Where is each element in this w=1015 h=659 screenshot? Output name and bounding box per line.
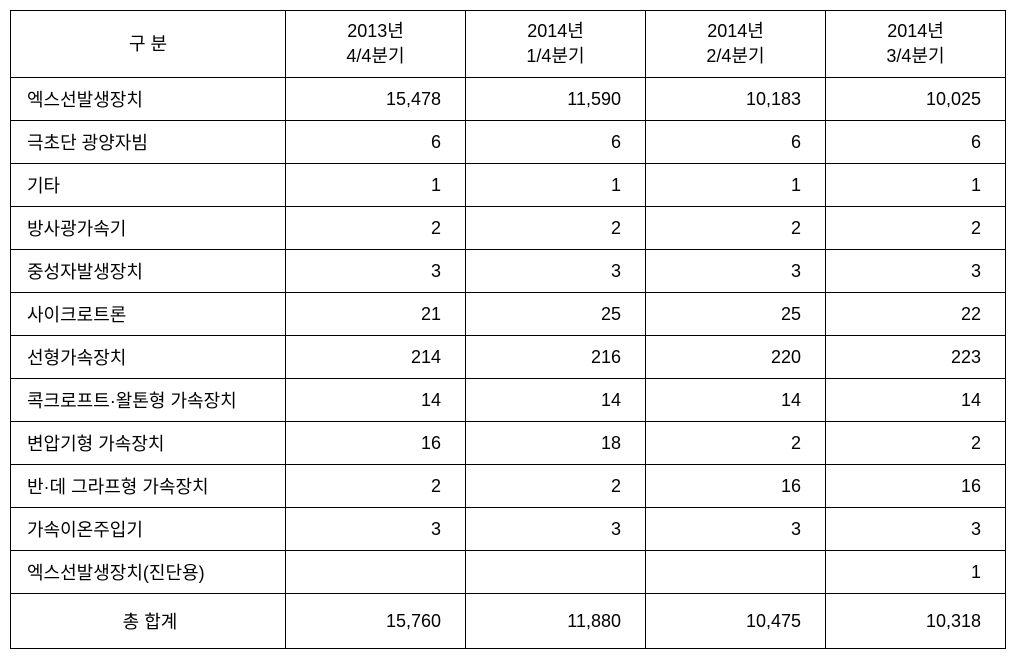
row-value: 14 [826,379,1006,422]
header-col-2: 2014년 1/4분기 [466,11,646,78]
header-text: 구 분 [23,32,273,57]
total-value: 10,475 [646,594,826,649]
row-value: 6 [646,121,826,164]
row-label: 중성자발생장치 [11,250,286,293]
table-row: 선형가속장치 214 216 220 223 [11,336,1006,379]
row-value: 6 [466,121,646,164]
table-row: 엑스선발생장치(진단용) 1 [11,551,1006,594]
header-row: 구 분 2013년 4/4분기 2014년 1/4분기 2014년 2/4분기 … [11,11,1006,78]
row-value: 6 [826,121,1006,164]
total-value: 11,880 [466,594,646,649]
row-value: 1 [826,551,1006,594]
row-value: 216 [466,336,646,379]
row-value [646,551,826,594]
header-text: 2014년 [838,19,993,44]
row-value: 15,478 [286,78,466,121]
row-value: 16 [286,422,466,465]
row-value: 1 [466,164,646,207]
row-value: 1 [286,164,466,207]
row-label: 변압기형 가속장치 [11,422,286,465]
row-value: 1 [646,164,826,207]
row-label: 기타 [11,164,286,207]
table-row: 기타 1 1 1 1 [11,164,1006,207]
row-value: 22 [826,293,1006,336]
row-value: 3 [826,250,1006,293]
row-value: 220 [646,336,826,379]
row-label: 선형가속장치 [11,336,286,379]
row-label: 방사광가속기 [11,207,286,250]
row-value: 2 [646,207,826,250]
row-label: 반·데 그라프형 가속장치 [11,465,286,508]
row-value: 14 [286,379,466,422]
row-label: 엑스선발생장치 [11,78,286,121]
row-value: 3 [646,250,826,293]
row-value: 3 [646,508,826,551]
row-label: 콕크로프트·왈톤형 가속장치 [11,379,286,422]
table-body: 엑스선발생장치 15,478 11,590 10,183 10,025 극초단 … [11,78,1006,649]
table-row: 극초단 광양자빔 6 6 6 6 [11,121,1006,164]
row-value: 2 [646,422,826,465]
header-col-1: 2013년 4/4분기 [286,11,466,78]
table-row: 엑스선발생장치 15,478 11,590 10,183 10,025 [11,78,1006,121]
row-value: 11,590 [466,78,646,121]
table-row: 변압기형 가속장치 16 18 2 2 [11,422,1006,465]
table-row: 반·데 그라프형 가속장치 2 2 16 16 [11,465,1006,508]
total-label: 총 합계 [11,594,286,649]
total-value: 10,318 [826,594,1006,649]
row-value: 3 [466,250,646,293]
row-value: 2 [286,465,466,508]
row-value: 3 [286,250,466,293]
row-value: 10,183 [646,78,826,121]
row-label: 극초단 광양자빔 [11,121,286,164]
header-text: 4/4분기 [298,44,453,69]
row-value: 3 [286,508,466,551]
row-value: 10,025 [826,78,1006,121]
row-value: 2 [826,422,1006,465]
header-text: 2/4분기 [658,44,813,69]
row-value: 2 [466,207,646,250]
row-value: 2 [826,207,1006,250]
row-label: 사이크로트론 [11,293,286,336]
row-value: 2 [466,465,646,508]
row-value: 3 [466,508,646,551]
header-text: 2013년 [298,19,453,44]
header-col-3: 2014년 2/4분기 [646,11,826,78]
row-value: 16 [646,465,826,508]
row-value: 21 [286,293,466,336]
row-value: 14 [646,379,826,422]
row-value: 6 [286,121,466,164]
row-value: 25 [466,293,646,336]
header-text: 2014년 [478,19,633,44]
header-text: 3/4분기 [838,44,993,69]
data-table: 구 분 2013년 4/4분기 2014년 1/4분기 2014년 2/4분기 … [10,10,1006,649]
row-label: 엑스선발생장치(진단용) [11,551,286,594]
row-value: 25 [646,293,826,336]
table-row: 방사광가속기 2 2 2 2 [11,207,1006,250]
row-value: 214 [286,336,466,379]
row-value [286,551,466,594]
total-value: 15,760 [286,594,466,649]
row-value: 16 [826,465,1006,508]
row-value: 14 [466,379,646,422]
table-row: 중성자발생장치 3 3 3 3 [11,250,1006,293]
table-row: 콕크로프트·왈톤형 가속장치 14 14 14 14 [11,379,1006,422]
row-value: 2 [286,207,466,250]
row-value: 223 [826,336,1006,379]
row-value: 3 [826,508,1006,551]
table-row: 사이크로트론 21 25 25 22 [11,293,1006,336]
header-col-4: 2014년 3/4분기 [826,11,1006,78]
total-row: 총 합계 15,760 11,880 10,475 10,318 [11,594,1006,649]
header-text: 2014년 [658,19,813,44]
table-row: 가속이온주입기 3 3 3 3 [11,508,1006,551]
row-value: 1 [826,164,1006,207]
header-label: 구 분 [11,11,286,78]
row-value [466,551,646,594]
header-text: 1/4분기 [478,44,633,69]
row-value: 18 [466,422,646,465]
row-label: 가속이온주입기 [11,508,286,551]
